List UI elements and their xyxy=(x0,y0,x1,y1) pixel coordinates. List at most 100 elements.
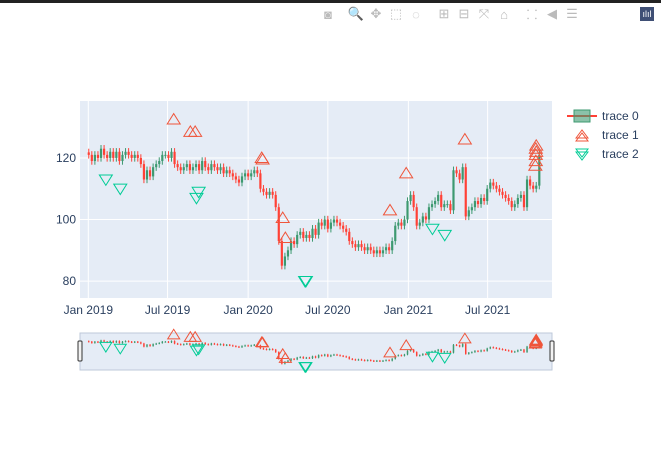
candle-body xyxy=(290,358,292,361)
trace1-marker xyxy=(399,339,414,351)
candle-body xyxy=(529,179,532,186)
candle-body xyxy=(464,167,467,217)
candle-body xyxy=(259,173,262,189)
candle-body xyxy=(428,352,430,355)
spike-lines-icon[interactable]: ⸬ xyxy=(526,7,538,22)
candle-body xyxy=(458,345,461,347)
candle-body xyxy=(164,341,167,343)
triangle-up-icon xyxy=(575,129,589,139)
hover-compare-icon[interactable]: ☰ xyxy=(566,6,578,21)
trace1-marker xyxy=(457,132,473,145)
trace2-marker xyxy=(425,351,440,363)
camera-icon[interactable]: ◙ xyxy=(324,6,332,22)
candle-body xyxy=(262,348,265,350)
candle-body xyxy=(204,161,207,168)
candle-body xyxy=(342,225,345,229)
candle-body xyxy=(268,191,271,195)
candle-body xyxy=(348,357,351,359)
candle-body xyxy=(498,348,501,350)
candle-body xyxy=(440,349,442,353)
candle-body xyxy=(302,357,305,359)
candle-body xyxy=(471,352,473,354)
zoom-out-icon[interactable]: ⊟ xyxy=(458,6,470,21)
candle-body xyxy=(412,194,415,208)
candle-body xyxy=(210,343,213,345)
triangle-up-icon xyxy=(575,132,589,142)
candle-body xyxy=(244,345,246,347)
candle-body xyxy=(185,164,188,168)
candle-body xyxy=(235,346,237,347)
candle-body xyxy=(449,351,452,353)
candle-body xyxy=(115,341,118,343)
candle-body xyxy=(323,219,326,226)
candle-body xyxy=(197,164,201,171)
candle-body xyxy=(489,182,492,189)
box-select-icon[interactable]: ⬚ xyxy=(389,6,403,21)
autoscale-icon[interactable]: ⤧ xyxy=(478,6,490,21)
trace1-marker xyxy=(275,211,291,224)
candle-body xyxy=(228,170,231,174)
candle-body xyxy=(198,343,200,345)
candle-body xyxy=(231,173,234,177)
candle-body xyxy=(480,350,482,352)
candle-body xyxy=(137,341,139,343)
candle-body xyxy=(458,173,461,180)
candle-body xyxy=(207,167,210,171)
candle-body xyxy=(296,357,298,360)
legend-item-trace-0[interactable]: trace 0 xyxy=(567,109,639,123)
trace1-marker xyxy=(187,124,203,137)
range-slider-left-handle[interactable] xyxy=(77,340,83,362)
candle-body xyxy=(173,341,176,344)
candle-body xyxy=(369,247,372,251)
candle-body xyxy=(317,355,320,358)
candle-body xyxy=(351,358,354,360)
candle-body xyxy=(109,151,112,158)
candle-body xyxy=(449,204,452,211)
reset-axes-icon[interactable]: ⌂ xyxy=(500,6,508,22)
trace1-marker xyxy=(527,158,543,171)
candle-body xyxy=(443,351,446,353)
candle-body xyxy=(161,154,164,162)
candle-body xyxy=(100,340,102,343)
range-slider-right-handle[interactable] xyxy=(549,340,555,362)
trace2-marker xyxy=(98,174,114,187)
zoom-icon[interactable]: 🔍 xyxy=(347,6,365,21)
lasso-icon[interactable]: ◌ xyxy=(412,6,420,22)
candle-body xyxy=(179,167,182,171)
candle-body xyxy=(525,179,529,208)
legend-item-trace-2[interactable]: trace 2 xyxy=(575,147,639,161)
candle-body xyxy=(283,256,287,266)
candle-body xyxy=(210,164,213,171)
candle-body xyxy=(314,228,317,235)
trace2-marker xyxy=(425,223,440,236)
candle-body xyxy=(281,358,283,364)
candle-body xyxy=(517,350,519,352)
candle-body xyxy=(97,341,99,343)
candle-body xyxy=(265,191,268,195)
candle-body xyxy=(443,204,446,208)
candle-body xyxy=(345,228,348,232)
candle-body xyxy=(127,341,130,343)
candle-body xyxy=(118,341,121,343)
candle-body xyxy=(143,343,145,347)
candle-body xyxy=(247,173,250,177)
trace1-marker xyxy=(255,152,270,165)
candle-body xyxy=(535,185,538,189)
hover-closest-icon[interactable]: ◀ xyxy=(547,6,557,21)
plotly-logo[interactable]: ılıl xyxy=(640,7,654,21)
candle-body xyxy=(366,360,369,362)
legend-item-trace-1[interactable]: trace 1 xyxy=(575,128,639,142)
candle-body xyxy=(311,356,314,359)
trace2-marker xyxy=(113,343,128,355)
candle-body xyxy=(112,151,115,158)
trace2-marker xyxy=(191,344,206,356)
trace2-marker xyxy=(299,362,313,374)
candle-body xyxy=(268,349,271,351)
candle-body xyxy=(299,357,301,358)
pan-icon[interactable]: ✥ xyxy=(370,6,382,21)
candle-body xyxy=(375,250,378,254)
x-tick-label: Jan 2019 xyxy=(64,303,114,317)
candle-body xyxy=(152,167,155,177)
zoom-in-icon[interactable]: ⊞ xyxy=(438,6,450,21)
trace1-marker xyxy=(278,351,293,363)
